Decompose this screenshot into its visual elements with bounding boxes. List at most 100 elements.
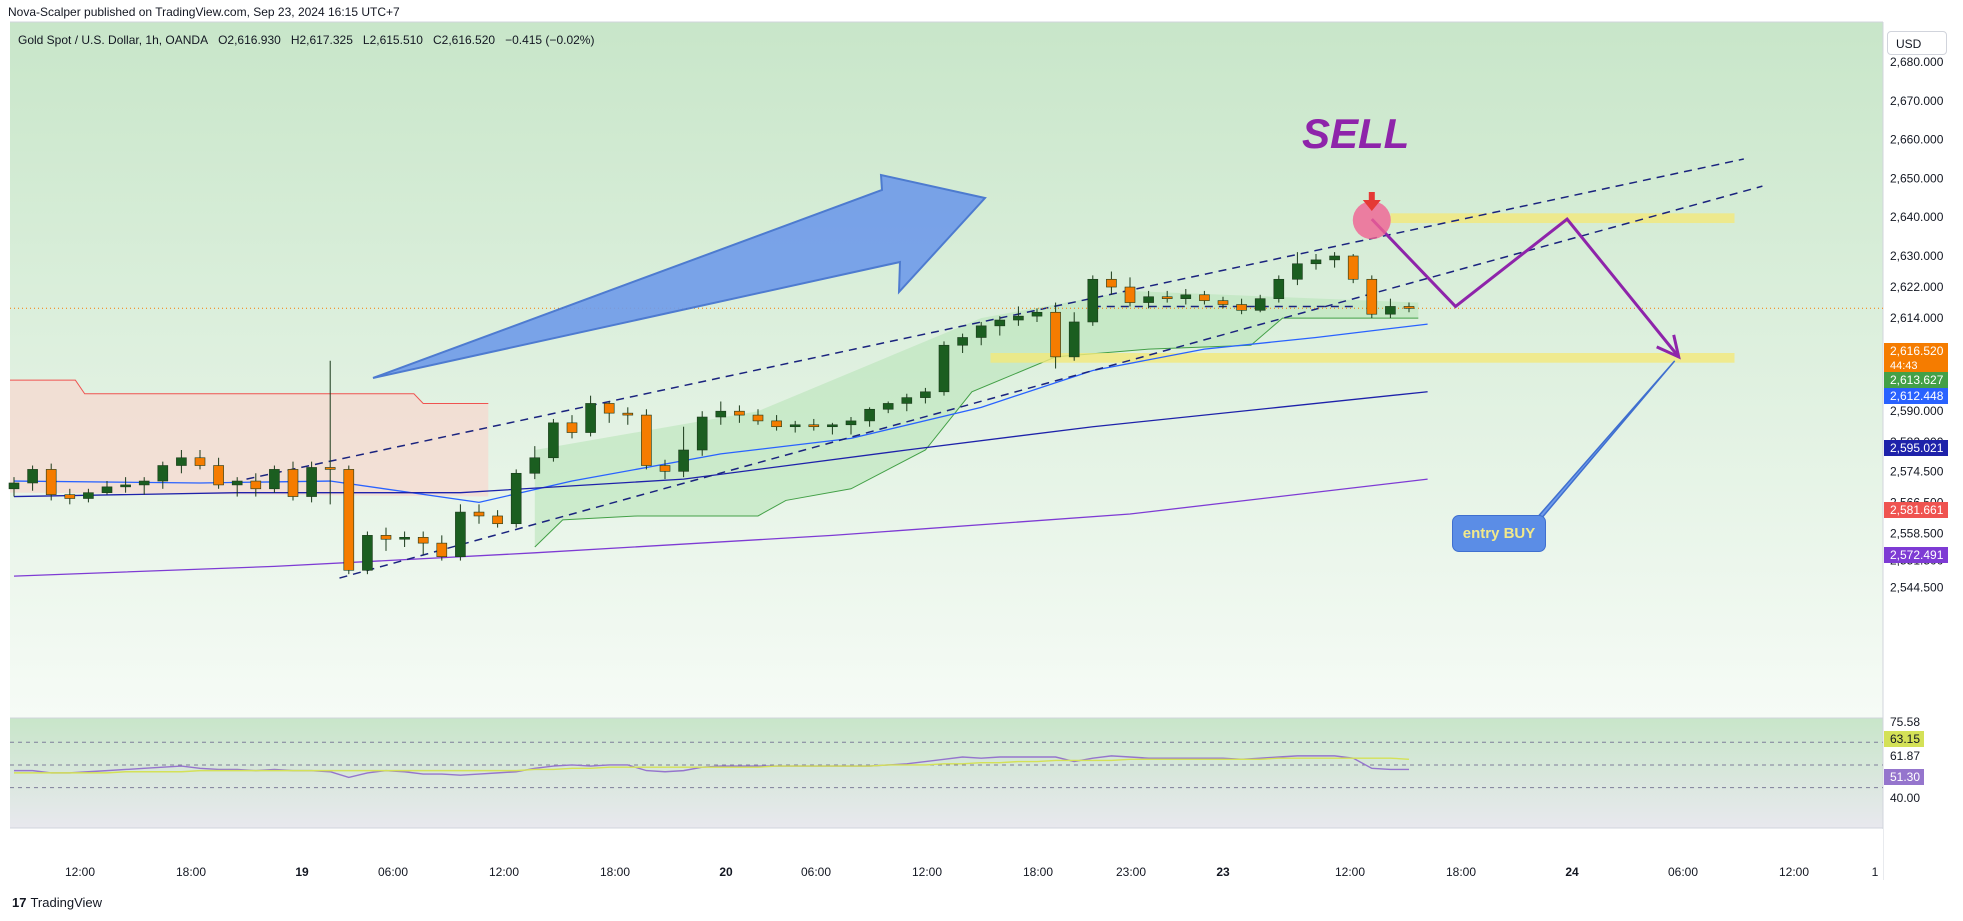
symbol-title[interactable]: Gold Spot / U.S. Dollar, 1h, OANDA (18, 33, 209, 47)
candle (734, 410, 745, 416)
candle (771, 420, 782, 428)
price-badge (1884, 372, 1948, 388)
price-badge (1884, 502, 1948, 518)
candle (622, 412, 634, 416)
candle (1180, 294, 1192, 299)
candle (957, 337, 968, 346)
candle (120, 484, 131, 488)
entry-buy-label: entry BUY (1452, 515, 1546, 552)
ohlc-close: C2,616.520 (432, 33, 496, 47)
x-tick-label: 06:00 (1668, 865, 1698, 879)
tradingview-brand: TradingView (30, 895, 103, 910)
price-badge-label: 2,616.520 (1890, 344, 1944, 358)
symbol-header: Gold Spot / U.S. Dollar, 1h, OANDA O2,61… (18, 33, 594, 47)
x-tick-label: 18:00 (176, 865, 206, 879)
candle (1199, 294, 1210, 301)
y-tick-label: 2,660.000 (1890, 133, 1944, 147)
trendline-1 (339, 185, 1763, 579)
x-tick-label: 18:00 (1023, 865, 1053, 879)
price-badge-label: 2,613.627 (1890, 373, 1944, 387)
candle (715, 410, 727, 418)
candle (157, 465, 169, 482)
candle (808, 424, 820, 428)
support-cloud (534, 290, 1419, 547)
candle (975, 325, 987, 338)
rsi-tick-label: 40.00 (1890, 791, 1920, 805)
x-tick-label: 12:00 (65, 865, 95, 879)
y-tick-label: 2,614.000 (1890, 311, 1944, 325)
rsi-badge (1884, 769, 1924, 785)
candle (1217, 300, 1229, 305)
candle (696, 416, 708, 451)
sell-annotation: SELL (1302, 110, 1410, 157)
candle (1124, 286, 1136, 303)
trend-arrow-icon (372, 173, 987, 379)
candle (529, 457, 541, 474)
candle (864, 408, 875, 422)
publisher-line: Nova-Scalper published on TradingView.co… (8, 5, 400, 19)
candle (920, 391, 931, 398)
candle (8, 482, 20, 490)
price-badge (1884, 343, 1948, 373)
candle (1068, 321, 1080, 358)
candle (287, 469, 299, 497)
y-tick-label: 2,558.500 (1890, 526, 1944, 540)
candle (101, 486, 113, 493)
tradingview-footer[interactable]: 17 TradingView (12, 895, 102, 910)
candle (659, 465, 671, 472)
rsi-tick-label: 61.87 (1890, 749, 1920, 763)
rsi-tick-label: 75.58 (1890, 715, 1920, 729)
zone-0 (1390, 213, 1735, 224)
rsi-series-1 (14, 757, 1410, 774)
rsi-tick-label: 63.15 (1890, 732, 1920, 746)
candle (641, 414, 652, 466)
y-tick-label: 2,680.000 (1890, 55, 1944, 69)
y-tick-label: 2,640.000 (1890, 210, 1944, 224)
currency-button[interactable]: USD (1887, 31, 1947, 55)
candle (306, 467, 317, 497)
x-tick-label: 1 (1872, 865, 1879, 879)
y-tick-label: 2,670.000 (1890, 94, 1944, 108)
candle (231, 480, 243, 486)
candle (45, 469, 57, 495)
support-cloud-edge (534, 317, 1419, 548)
y-tick-label: 2,622.000 (1890, 280, 1944, 294)
candle (64, 494, 76, 499)
ohlc-open: O2,616.930 (218, 33, 281, 47)
candle (752, 414, 764, 422)
candle (789, 424, 801, 428)
candle (362, 535, 373, 571)
candle (603, 403, 615, 414)
candle (194, 457, 206, 466)
price-badge-label: 2,595.021 (1890, 441, 1944, 455)
candle (1106, 278, 1117, 288)
candle (83, 492, 94, 499)
price-badge-label: 2,572.491 (1890, 548, 1944, 562)
candle (566, 422, 578, 433)
ohlc-low: L2,615.510 (362, 33, 423, 47)
candle (1329, 255, 1340, 261)
candle (901, 397, 913, 404)
x-tick-label: 06:00 (801, 865, 831, 879)
candles (8, 252, 1415, 575)
candle (994, 319, 1006, 327)
sell-point-marker (1352, 201, 1391, 240)
candle (138, 480, 150, 486)
candle (455, 511, 466, 558)
candle (1013, 315, 1024, 321)
price-badge-label: 2,581.661 (1890, 503, 1944, 517)
x-tick-label: 12:00 (1335, 865, 1365, 879)
candle (343, 469, 355, 571)
price-badge-label: 2,612.448 (1890, 389, 1944, 403)
candle (436, 542, 448, 557)
candle (1273, 278, 1285, 299)
projection-path (1370, 217, 1680, 358)
y-tick-label: 2,650.000 (1890, 171, 1944, 185)
candle (1031, 311, 1043, 317)
candle (324, 467, 336, 470)
candle (938, 344, 950, 393)
x-tick-label: 18:00 (600, 865, 630, 879)
price-badge-countdown: 44:43 (1890, 360, 1918, 372)
